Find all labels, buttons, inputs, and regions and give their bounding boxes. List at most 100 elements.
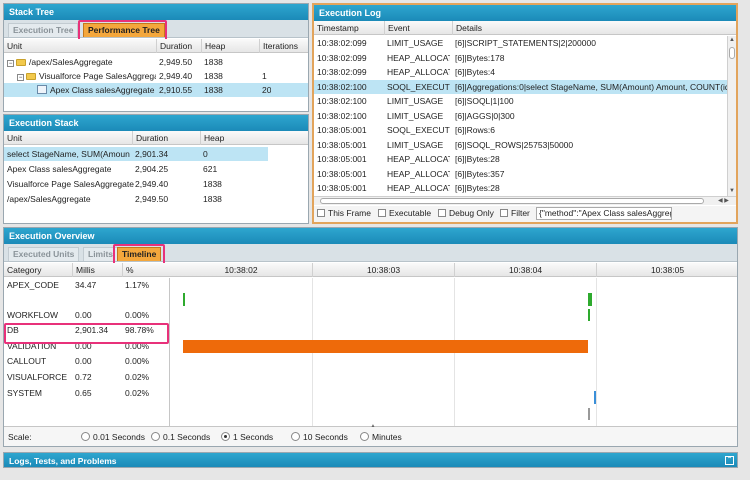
category-row[interactable]: WORKFLOW 0.00 0.00% bbox=[4, 308, 170, 322]
category-row[interactable]: SYSTEM 0.65 0.02% bbox=[4, 386, 170, 400]
filter-input[interactable]: {"method":"Apex Class salesAggreg bbox=[536, 207, 672, 220]
scroll-left-icon[interactable]: ◀ ▶ bbox=[718, 198, 729, 204]
scale-radio[interactable] bbox=[81, 432, 90, 441]
log-row-selected[interactable]: 10:38:02:100 SOQL_EXECUTE... [6]|Aggregati… bbox=[314, 79, 727, 94]
col-category[interactable]: Category bbox=[7, 265, 42, 275]
log-details: [6]|Bytes:178 bbox=[455, 52, 505, 63]
log-details: [6]|Bytes:28 bbox=[455, 183, 500, 193]
col-duration[interactable]: Duration bbox=[132, 131, 200, 145]
tree-row[interactable]: − /apex/SalesAggregate 2,949.50 1838 bbox=[4, 55, 308, 69]
execution-log-panel: Execution Log Timestamp Event Details 10… bbox=[312, 3, 738, 224]
debug-only-checkbox[interactable] bbox=[438, 209, 446, 217]
category-millis: 0.00 bbox=[75, 356, 92, 366]
scroll-up-icon[interactable]: ▲ bbox=[729, 37, 735, 43]
log-row[interactable]: 10:38:05:001 HEAP_ALLOCATE [6]|Bytes:28 bbox=[314, 152, 727, 166]
log-ts: 10:38:02:100 bbox=[317, 81, 367, 92]
col-iterations[interactable]: Iterations bbox=[259, 39, 308, 53]
system-mark[interactable] bbox=[588, 408, 590, 420]
category-row[interactable]: APEX_CODE 34.47 1.17% bbox=[4, 278, 170, 292]
col-pct[interactable]: % bbox=[122, 263, 170, 277]
scroll-down-icon[interactable]: ▼ bbox=[729, 188, 735, 194]
stack-row[interactable]: /apex/SalesAggregate 2,949.50 1838 bbox=[4, 192, 308, 206]
h-scroll-thumb[interactable] bbox=[320, 198, 704, 204]
scale-radio[interactable] bbox=[291, 432, 300, 441]
log-row[interactable]: 10:38:02:100 LIMIT_USAGE [6]|AGGS|0|300 bbox=[314, 109, 727, 123]
log-horizontal-scrollbar[interactable]: ◀ ▶ bbox=[314, 196, 736, 205]
log-row[interactable]: 10:38:05:001 HEAP_ALLOCATE [6]|Bytes:28 bbox=[314, 181, 727, 195]
scale-option[interactable]: 10 Seconds bbox=[291, 427, 348, 446]
timeline-axis: 10:38:02 10:38:03 10:38:04 10:38:05 bbox=[170, 263, 737, 277]
tab-performance-tree[interactable]: Performance Tree bbox=[83, 23, 165, 37]
tree-row[interactable]: − Visualforce Page SalesAggregate 2,949.4… bbox=[4, 69, 308, 83]
timeline-gridline bbox=[596, 278, 597, 426]
category-row[interactable]: CALLOUT 0.00 0.00% bbox=[4, 354, 170, 368]
log-row[interactable]: 10:38:02:099 HEAP_ALLOCATE [6]|Bytes:178 bbox=[314, 51, 727, 65]
category-row[interactable]: DB 2,901.34 98.78% bbox=[4, 323, 170, 337]
apex-mark[interactable] bbox=[588, 309, 590, 321]
stack-row-selected[interactable]: select StageName, SUM(Amount)... 2,901.3… bbox=[4, 147, 268, 161]
tab-execution-tree[interactable]: Execution Tree bbox=[8, 23, 79, 37]
col-duration[interactable]: Duration bbox=[156, 39, 201, 53]
timeline-tab-highlight bbox=[113, 244, 165, 265]
expand-icon[interactable]: ⌃ bbox=[725, 456, 734, 465]
execution-stack-title: Execution Stack bbox=[4, 115, 308, 131]
log-event: LIMIT_USAGE bbox=[387, 38, 444, 48]
class-icon bbox=[37, 85, 47, 94]
executable-checkbox[interactable] bbox=[378, 209, 386, 217]
log-row[interactable]: 10:38:02:099 LIMIT_USAGE [6]|SCRIPT_STATEM… bbox=[314, 36, 727, 50]
log-row[interactable]: 10:38:05:001 LIMIT_USAGE [6]|SOQL_ROWS|257… bbox=[314, 138, 727, 152]
log-vertical-scrollbar[interactable]: ▲ ▼ bbox=[727, 36, 736, 196]
scroll-thumb[interactable] bbox=[729, 47, 735, 59]
log-row[interactable]: 10:38:02:099 HEAP_ALLOCATE [6]|Bytes:4 bbox=[314, 65, 727, 79]
executable-option[interactable]: Executable bbox=[378, 206, 431, 221]
visualforce-mark[interactable] bbox=[594, 391, 596, 404]
col-event[interactable]: Event bbox=[384, 21, 452, 35]
log-row[interactable]: 10:38:05:001 HEAP_ALLOCATE [6]|Bytes:357 bbox=[314, 167, 727, 181]
col-heap[interactable]: Heap bbox=[200, 131, 308, 145]
col-millis[interactable]: Millis bbox=[72, 263, 122, 277]
scale-radio[interactable] bbox=[360, 432, 369, 441]
logs-tests-problems-bar[interactable]: Logs, Tests, and Problems ⌃ bbox=[3, 452, 738, 468]
category-pct: 98.78% bbox=[125, 325, 154, 335]
category-millis: 0.65 bbox=[75, 388, 92, 398]
scale-option[interactable]: 1 Seconds bbox=[221, 427, 273, 446]
col-unit[interactable]: Unit bbox=[7, 133, 23, 143]
overview-header: Category Millis % bbox=[4, 263, 170, 277]
stack-row[interactable]: Apex Class salesAggregate 2,904.25 621 bbox=[4, 162, 308, 176]
filter-option[interactable]: Filter bbox=[500, 206, 530, 221]
category-row[interactable]: VISUALFORCE 0.72 0.02% bbox=[4, 370, 170, 384]
scale-radio[interactable] bbox=[221, 432, 230, 441]
tree-unit-cell: − /apex/SalesAggregate bbox=[4, 55, 156, 69]
scale-option[interactable]: 0.01 Seconds bbox=[81, 427, 145, 446]
tab-timeline[interactable]: Timeline bbox=[117, 247, 162, 261]
filter-checkbox[interactable] bbox=[500, 209, 508, 217]
this-frame-checkbox[interactable] bbox=[317, 209, 325, 217]
scale-option[interactable]: 0.1 Seconds bbox=[151, 427, 210, 446]
stack-row[interactable]: Visualforce Page SalesAggregate 2,949.40… bbox=[4, 177, 308, 191]
debug-only-option[interactable]: Debug Only bbox=[438, 206, 494, 221]
apex-mark[interactable] bbox=[588, 293, 592, 306]
tree-row-selected[interactable]: Apex Class salesAggregate 2,910.55 1838 … bbox=[4, 83, 308, 97]
col-unit[interactable]: Unit bbox=[7, 41, 23, 51]
tab-executed-units[interactable]: Executed Units bbox=[8, 247, 80, 261]
col-heap[interactable]: Heap bbox=[201, 39, 259, 53]
log-event: HEAP_ALLOCATE bbox=[387, 154, 450, 164]
apex-mark[interactable] bbox=[183, 293, 185, 306]
execution-stack-panel: Execution Stack Unit Duration Heap selec… bbox=[3, 114, 309, 224]
this-frame-option[interactable]: This Frame bbox=[317, 206, 371, 221]
log-row[interactable]: 10:38:05:001 SOQL_EXECUTE... [6]|Rows:6 bbox=[314, 123, 727, 137]
log-row[interactable]: 10:38:02:100 LIMIT_USAGE [6]|SOQL|1|100 bbox=[314, 94, 727, 108]
col-details[interactable]: Details bbox=[452, 21, 736, 35]
log-event: LIMIT_USAGE bbox=[387, 110, 444, 121]
category-pct: 1.17% bbox=[125, 280, 150, 290]
col-timestamp[interactable]: Timestamp bbox=[317, 23, 359, 33]
category-rows: APEX_CODE 34.47 1.17% WORKFLOW 0.00 0.00% DB 2,… bbox=[4, 278, 170, 426]
category-category: WORKFLOW bbox=[7, 310, 58, 320]
db-bar[interactable] bbox=[183, 340, 588, 353]
scale-option[interactable]: Minutes bbox=[360, 427, 402, 446]
collapse-icon[interactable]: − bbox=[7, 60, 14, 67]
expand-handle-icon[interactable]: ▲ bbox=[370, 423, 376, 429]
collapse-icon[interactable]: − bbox=[17, 74, 24, 81]
scale-radio[interactable] bbox=[151, 432, 160, 441]
category-row[interactable]: VALIDATION 0.00 0.00% bbox=[4, 339, 170, 353]
